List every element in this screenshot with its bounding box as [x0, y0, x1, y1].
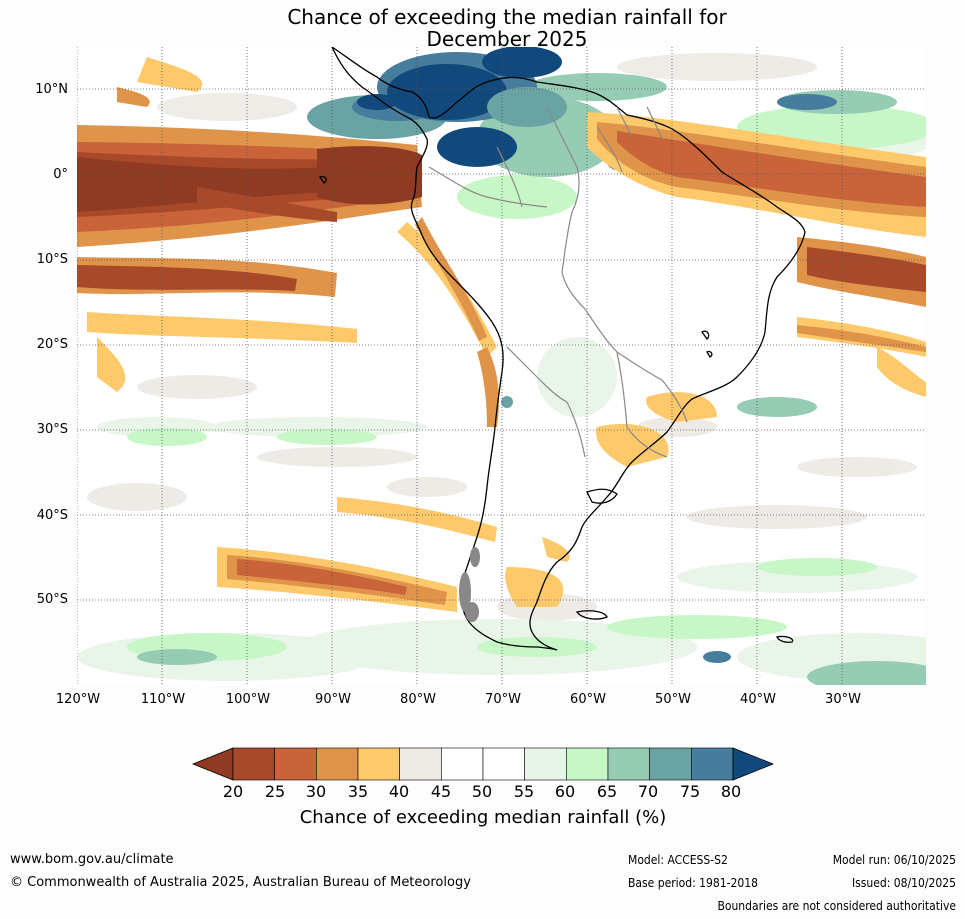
map-canvas	[77, 47, 926, 685]
colorbar-over-arrow	[732, 747, 775, 781]
colorbar-tick: 70	[637, 782, 659, 801]
lat-label-40s: 40°S	[36, 508, 68, 523]
colorbar-tick: 65	[596, 782, 618, 801]
colorbar-segment	[232, 747, 275, 781]
model-run-date: Model run: 06/10/2025	[832, 853, 956, 867]
colorbar-tick: 40	[388, 782, 410, 801]
lat-label-50s: 50°S	[36, 592, 68, 607]
colorbar-tick: 60	[554, 782, 576, 801]
colorbar-segment	[566, 747, 609, 781]
colorbar-tick: 25	[264, 782, 286, 801]
south-america-coastline	[319, 47, 806, 651]
colorbar-segment	[649, 747, 692, 781]
boundary-disclaimer: Boundaries are not considered authoritat…	[717, 899, 956, 913]
lat-label-10s: 10°S	[36, 252, 68, 267]
map-graticule	[77, 47, 926, 685]
map-title-line2: December 2025	[426, 27, 588, 51]
land-masked-areas	[459, 547, 480, 622]
colorbar-label: Chance of exceeding median rainfall (%)	[299, 807, 667, 828]
lon-label-110w: 110°W	[140, 692, 186, 707]
colorbar-segment	[274, 747, 317, 781]
base-period: Base period: 1981-2018	[628, 876, 759, 890]
lon-label-120w: 120°W	[55, 692, 101, 707]
colorbar-segment	[316, 747, 359, 781]
colorbar-tick: 30	[305, 782, 327, 801]
colorbar-tick: 75	[679, 782, 701, 801]
rainfall-probability-map	[77, 47, 926, 685]
lat-label-10n: 10°N	[35, 82, 68, 97]
colorbar-segment	[524, 747, 567, 781]
colorbar-tick: 50	[471, 782, 493, 801]
colorbar-tick: 45	[430, 782, 452, 801]
colorbar-tick: 55	[513, 782, 535, 801]
colorbar-segments	[232, 747, 734, 781]
lon-label-60w: 60°W	[570, 692, 606, 707]
country-borders	[428, 106, 688, 458]
colorbar	[191, 747, 775, 781]
colorbar-tick: 35	[347, 782, 369, 801]
lon-label-30w: 30°W	[825, 692, 861, 707]
lon-label-70w: 70°W	[485, 692, 521, 707]
colorbar-under-arrow	[191, 747, 234, 781]
copyright-text: © Commonwealth of Australia 2025, Austra…	[10, 875, 471, 890]
lat-label-30s: 30°S	[36, 422, 68, 437]
website-link[interactable]: www.bom.gov.au/climate	[10, 852, 174, 867]
wetter-areas	[127, 73, 926, 685]
lat-label-20s: 20°S	[36, 337, 68, 352]
colorbar-segment	[399, 747, 442, 781]
colorbar-segment	[691, 747, 734, 781]
lon-label-100w: 100°W	[225, 692, 271, 707]
lon-label-50w: 50°W	[655, 692, 691, 707]
colorbar-segment	[607, 747, 650, 781]
colorbar-segment	[441, 747, 484, 781]
lat-label-0: 0°	[53, 167, 68, 182]
issued-date: Issued: 08/10/2025	[851, 876, 956, 890]
colorbar-segment	[357, 747, 400, 781]
lon-label-90w: 90°W	[315, 692, 351, 707]
lon-label-40w: 40°W	[740, 692, 776, 707]
colorbar-tick: 20	[222, 782, 244, 801]
colorbar-segment	[482, 747, 525, 781]
model-name: Model: ACCESS-S2	[628, 853, 728, 867]
lon-label-80w: 80°W	[400, 692, 436, 707]
map-title-line1: Chance of exceeding the median rainfall …	[287, 5, 727, 29]
colorbar-tick: 80	[720, 782, 742, 801]
